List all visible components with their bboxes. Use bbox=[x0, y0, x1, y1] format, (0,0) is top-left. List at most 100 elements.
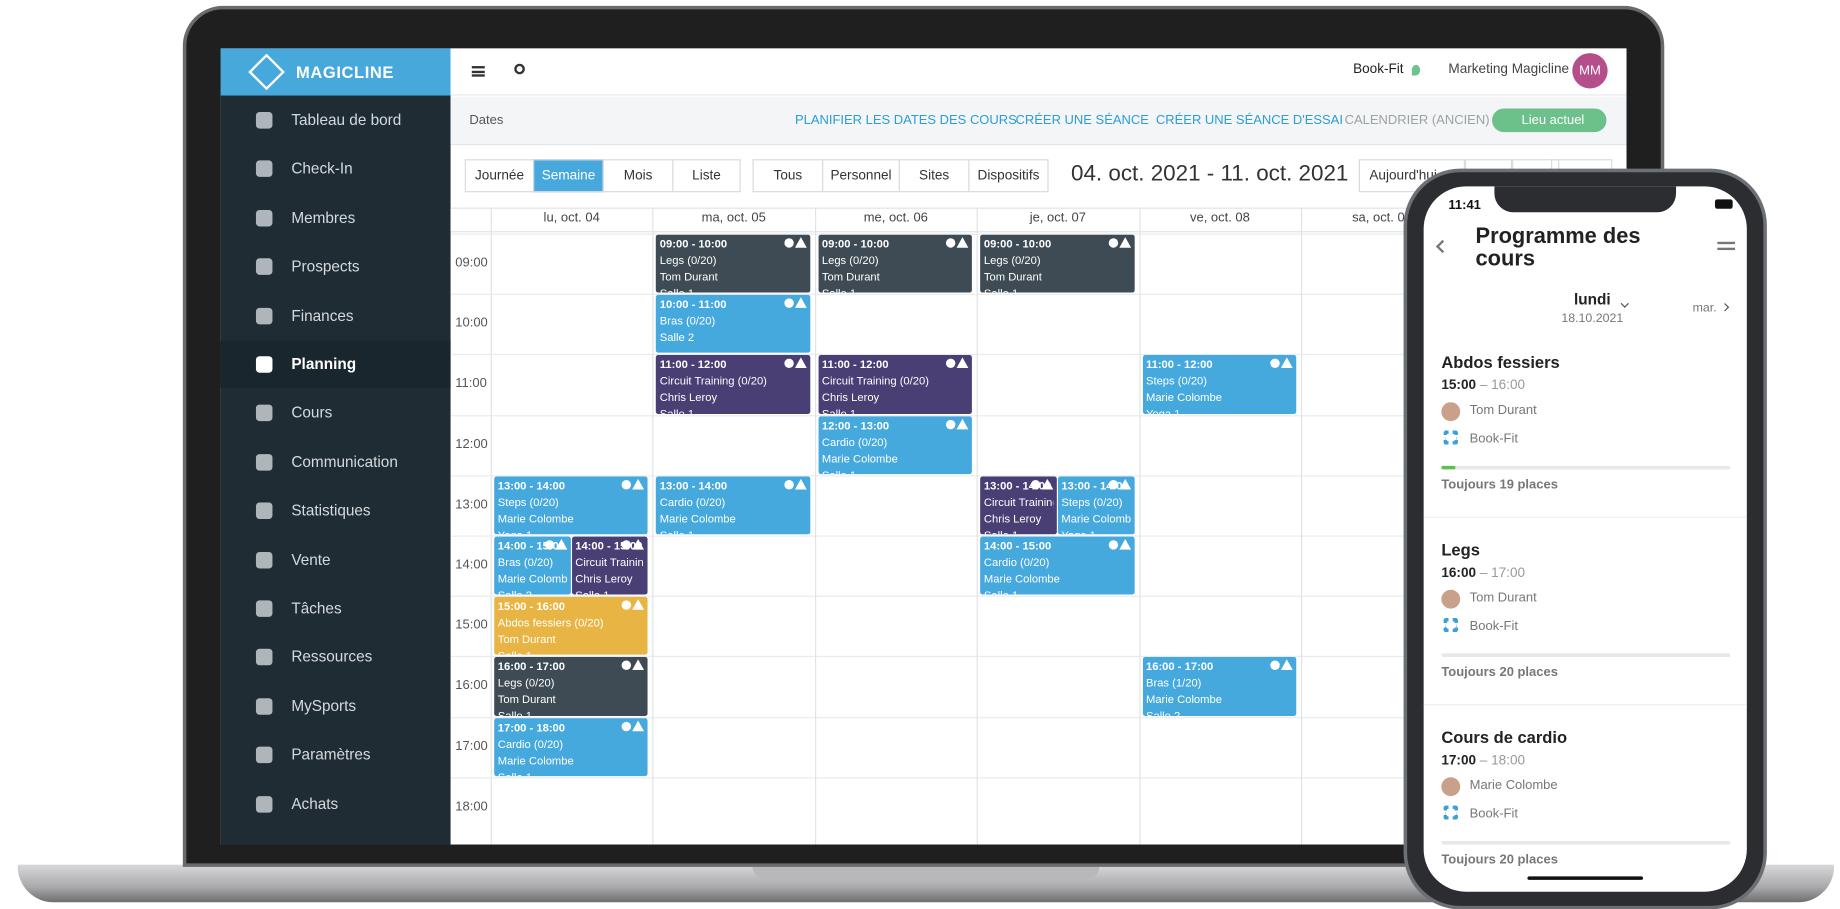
menu-item[interactable]: MySports bbox=[291, 696, 357, 715]
event[interactable]: 09:00 - 10:00 Legs (0/20) Tom Durant Salle … bbox=[818, 234, 973, 293]
event-icon bbox=[1270, 359, 1280, 369]
event-title: Circuit Training (0/20) bbox=[659, 375, 767, 389]
event-room: Salle 1 bbox=[822, 468, 969, 474]
grid-line bbox=[450, 716, 1627, 718]
event-warning bbox=[632, 659, 645, 671]
event-room: Salle 1 bbox=[984, 287, 1131, 293]
event-trainer: Marie Colombe bbox=[497, 754, 574, 768]
action-link[interactable]: PLANIFIER LES DATES DES COURS bbox=[794, 113, 1017, 128]
capacity-bar bbox=[1441, 840, 1731, 845]
filter-icon[interactable] bbox=[1717, 241, 1736, 251]
toolbar-button[interactable]: Semaine bbox=[533, 159, 604, 193]
event-warning bbox=[632, 478, 645, 490]
toolbar-button[interactable]: Dispositifs bbox=[968, 159, 1049, 193]
separator bbox=[1423, 704, 1747, 706]
day[interactable]: lundi bbox=[1573, 290, 1611, 308]
user[interactable]: Marketing Magicline bbox=[1448, 62, 1570, 77]
menu-item[interactable]: Planning bbox=[291, 355, 357, 373]
grid-line bbox=[450, 293, 1627, 296]
event[interactable]: 11:00 - 12:00 Circuit Training (0/20) Chri… bbox=[818, 355, 973, 414]
menu-item[interactable]: Cours bbox=[291, 403, 333, 422]
menu-item[interactable]: Ressources bbox=[291, 648, 373, 666]
capacity-bar bbox=[1441, 653, 1731, 657]
event-room: Salle 2 bbox=[1146, 709, 1293, 716]
event[interactable]: 14:00 - 15:00 Cardio (0/20) Marie Colombe S… bbox=[980, 536, 1135, 595]
class-name[interactable]: Abdos fessiers bbox=[1441, 352, 1560, 372]
menu-toggle[interactable] bbox=[471, 66, 485, 77]
event-warning bbox=[632, 599, 645, 611]
menu-item[interactable]: Finances bbox=[291, 306, 354, 324]
avatar[interactable]: MM bbox=[1572, 53, 1608, 89]
day-line bbox=[652, 207, 654, 845]
event-warning bbox=[956, 357, 969, 369]
event-warning bbox=[1041, 478, 1054, 490]
menu-item[interactable]: Tableau de bord bbox=[291, 110, 402, 129]
event-icon bbox=[1270, 660, 1280, 671]
toolbar-button[interactable]: Sites bbox=[898, 159, 970, 193]
event-time: 16:00 - 17:00 bbox=[1145, 660, 1214, 674]
menu-icon bbox=[255, 160, 273, 178]
menu-item[interactable]: Tâches bbox=[291, 599, 342, 617]
event-room: Yoga 1 bbox=[498, 528, 645, 534]
event-title: Steps (0/20) bbox=[1145, 375, 1208, 389]
event-warning bbox=[632, 539, 645, 550]
menu-item[interactable]: Membres bbox=[291, 208, 356, 227]
phone-screen: 11:41 Programme des cours lundi 18.10.2021 m… bbox=[1423, 186, 1747, 892]
toolbar-button[interactable]: Liste bbox=[672, 159, 741, 193]
menu-item[interactable]: Statistiques bbox=[291, 501, 371, 520]
start: 15:00 bbox=[1441, 378, 1477, 393]
toolbar-button[interactable]: Personnel bbox=[822, 159, 900, 193]
menu-item[interactable]: Achats bbox=[291, 794, 339, 813]
event[interactable]: 11:00 - 12:00 Circuit Training (0/20) Chri… bbox=[656, 355, 811, 414]
event[interactable]: 09:00 - 10:00 Legs (0/20) Tom Durant Salle … bbox=[980, 234, 1135, 293]
event[interactable]: 16:00 - 17:00 Bras (1/20) Marie Colombe Sal… bbox=[1142, 657, 1297, 716]
back-arrow[interactable] bbox=[1435, 239, 1450, 254]
event-icon bbox=[946, 419, 956, 429]
event[interactable]: 16:00 - 17:00 Legs (0/20) Tom Durant Salle … bbox=[494, 657, 649, 716]
search-icon[interactable] bbox=[514, 63, 525, 75]
menu-item[interactable]: Vente bbox=[291, 550, 331, 569]
site: Book-Fit bbox=[1469, 619, 1518, 634]
event[interactable]: 12:00 - 13:00 Cardio (0/20) Marie Colombe S… bbox=[818, 415, 973, 474]
menu-item[interactable]: Check-In bbox=[291, 159, 353, 178]
event-room: Salle 1 bbox=[822, 407, 969, 414]
event[interactable]: 13:00 - 14:00 Cardio (0/20) Marie Colombe S… bbox=[656, 476, 811, 535]
event[interactable]: 17:00 - 18:00 Cardio (0/20) Marie Colombe S… bbox=[494, 717, 649, 776]
location[interactable]: Book-Fit bbox=[1353, 62, 1404, 77]
site: Book-Fit bbox=[1469, 806, 1518, 821]
next-day[interactable]: mar. bbox=[1692, 300, 1717, 315]
menu-item[interactable]: Paramètres bbox=[291, 745, 371, 764]
event[interactable]: 10:00 - 11:00 Bras (0/20) Salle 2 bbox=[656, 295, 811, 354]
class-name[interactable]: Legs bbox=[1441, 540, 1480, 560]
event[interactable]: 15:00 - 16:00 Abdos fessiers (0/20) Tom Du… bbox=[494, 597, 649, 656]
action-link[interactable]: CRÉER UNE SÉANCE D'ESSAI bbox=[1155, 113, 1343, 128]
event[interactable]: 09:00 - 10:00 Legs (0/20) Tom Durant Salle … bbox=[656, 234, 811, 293]
trainer: Tom Durant bbox=[1469, 403, 1537, 418]
menu-item[interactable]: Communication bbox=[291, 452, 398, 471]
event-warning bbox=[1280, 357, 1293, 369]
menu-icon bbox=[255, 405, 273, 422]
toolbar-button[interactable]: Mois bbox=[602, 159, 674, 193]
event-title: Cardio (0/20) bbox=[983, 556, 1050, 570]
event-trainer: Chris Leroy bbox=[821, 392, 880, 406]
class-name[interactable]: Cours de cardio bbox=[1441, 727, 1568, 747]
toolbar-button[interactable]: Tous bbox=[752, 159, 824, 193]
event[interactable]: 11:00 - 12:00 Steps (0/20) Marie ColombeYo… bbox=[1142, 355, 1297, 414]
end: 18:00 bbox=[1476, 754, 1525, 768]
toolbar-button[interactable]: Journée bbox=[464, 159, 535, 193]
action-link[interactable]: CRÉER UNE SÉANCE bbox=[1015, 113, 1149, 128]
action-link[interactable]: CALENDRIER (ANCIEN) bbox=[1344, 113, 1490, 128]
trainer-avatar bbox=[1441, 777, 1461, 797]
location-button[interactable]: Lieu actuel bbox=[1492, 108, 1607, 133]
menu-item[interactable]: Prospects bbox=[291, 257, 360, 276]
day-line bbox=[976, 207, 979, 845]
toolbar-button[interactable]: Aujourd'hui bbox=[1358, 159, 1465, 193]
event-title: Legs (0/20) bbox=[497, 677, 555, 691]
